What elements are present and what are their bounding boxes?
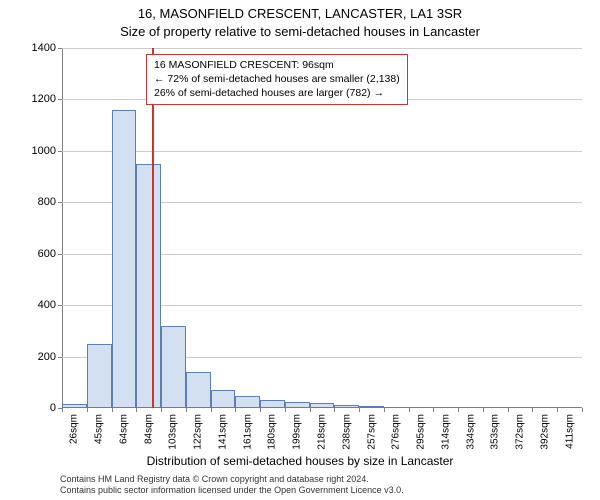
x-tick-mark [433, 408, 434, 412]
y-tick-mark [58, 357, 62, 358]
chart-title-sub: Size of property relative to semi-detach… [0, 24, 600, 39]
x-tick-mark [458, 408, 459, 412]
y-tick-mark [58, 151, 62, 152]
x-tick-mark [310, 408, 311, 412]
x-tick-mark [409, 408, 410, 412]
y-tick-label: 1200 [16, 93, 56, 105]
info-box-line3: 26% of semi-detached houses are larger (… [154, 86, 400, 100]
x-tick-label: 141sqm [217, 414, 228, 450]
y-axis-line [62, 48, 63, 408]
y-tick-label: 200 [16, 351, 56, 363]
y-tick-label: 0 [16, 402, 56, 414]
x-tick-mark [186, 408, 187, 412]
x-tick-label: 392sqm [539, 414, 550, 450]
x-tick-mark [260, 408, 261, 412]
y-tick-label: 600 [16, 248, 56, 260]
x-tick-label: 180sqm [267, 414, 278, 450]
x-tick-mark [136, 408, 137, 412]
y-tick-label: 400 [16, 299, 56, 311]
x-tick-mark [508, 408, 509, 412]
info-box: 16 MASONFIELD CRESCENT: 96sqm ← 72% of s… [146, 54, 408, 105]
chart-container: 16, MASONFIELD CRESCENT, LANCASTER, LA1 … [0, 0, 600, 500]
x-tick-label: 276sqm [391, 414, 402, 450]
attribution-line1: Contains HM Land Registry data © Crown c… [60, 474, 590, 485]
x-tick-label: 84sqm [143, 414, 154, 444]
grid-line [62, 151, 582, 152]
y-tick-mark [58, 48, 62, 49]
x-tick-mark [384, 408, 385, 412]
x-tick-mark [532, 408, 533, 412]
x-tick-label: 353sqm [490, 414, 501, 450]
y-tick-mark [58, 202, 62, 203]
x-tick-label: 64sqm [118, 414, 129, 444]
x-tick-mark [87, 408, 88, 412]
x-tick-mark [582, 408, 583, 412]
histogram-bar [260, 400, 285, 408]
info-box-line1: 16 MASONFIELD CRESCENT: 96sqm [154, 58, 400, 72]
x-tick-label: 218sqm [317, 414, 328, 450]
x-tick-label: 314sqm [440, 414, 451, 450]
x-axis-label: Distribution of semi-detached houses by … [0, 454, 600, 468]
chart-plot-area: 020040060080010001200140026sqm45sqm64sqm… [62, 48, 582, 408]
x-tick-label: 372sqm [515, 414, 526, 450]
x-tick-label: 199sqm [292, 414, 303, 450]
histogram-bar [112, 110, 137, 408]
histogram-bar [211, 390, 236, 408]
y-tick-label: 800 [16, 196, 56, 208]
x-tick-label: 103sqm [168, 414, 179, 450]
histogram-bar [87, 344, 112, 408]
histogram-bar [186, 372, 211, 408]
x-tick-label: 334sqm [465, 414, 476, 450]
y-tick-mark [58, 99, 62, 100]
x-tick-mark [161, 408, 162, 412]
y-tick-mark [58, 254, 62, 255]
x-tick-mark [285, 408, 286, 412]
x-tick-mark [359, 408, 360, 412]
attribution-text: Contains HM Land Registry data © Crown c… [60, 474, 590, 496]
histogram-bar [334, 405, 359, 408]
histogram-bar [62, 404, 87, 408]
x-tick-label: 122sqm [193, 414, 204, 450]
x-tick-label: 411sqm [564, 414, 575, 449]
x-tick-mark [235, 408, 236, 412]
histogram-bar [310, 403, 335, 408]
y-tick-mark [58, 305, 62, 306]
x-tick-mark [112, 408, 113, 412]
x-tick-label: 257sqm [366, 414, 377, 450]
y-tick-label: 1000 [16, 145, 56, 157]
x-tick-label: 295sqm [416, 414, 427, 450]
x-tick-mark [483, 408, 484, 412]
histogram-bar [235, 396, 260, 408]
info-box-line2: ← 72% of semi-detached houses are smalle… [154, 72, 400, 86]
histogram-bar [285, 402, 310, 408]
x-tick-label: 238sqm [341, 414, 352, 450]
x-tick-mark [62, 408, 63, 412]
grid-line [62, 48, 582, 49]
y-tick-label: 1400 [16, 42, 56, 54]
x-tick-label: 26sqm [69, 414, 80, 444]
x-tick-label: 45sqm [94, 414, 105, 444]
histogram-bar [161, 326, 186, 408]
attribution-line2: Contains public sector information licen… [60, 485, 590, 496]
x-tick-label: 161sqm [242, 414, 253, 450]
x-tick-mark [557, 408, 558, 412]
x-tick-mark [334, 408, 335, 412]
histogram-bar [359, 406, 384, 408]
x-tick-mark [211, 408, 212, 412]
chart-title-main: 16, MASONFIELD CRESCENT, LANCASTER, LA1 … [0, 6, 600, 21]
histogram-bar [136, 164, 161, 408]
